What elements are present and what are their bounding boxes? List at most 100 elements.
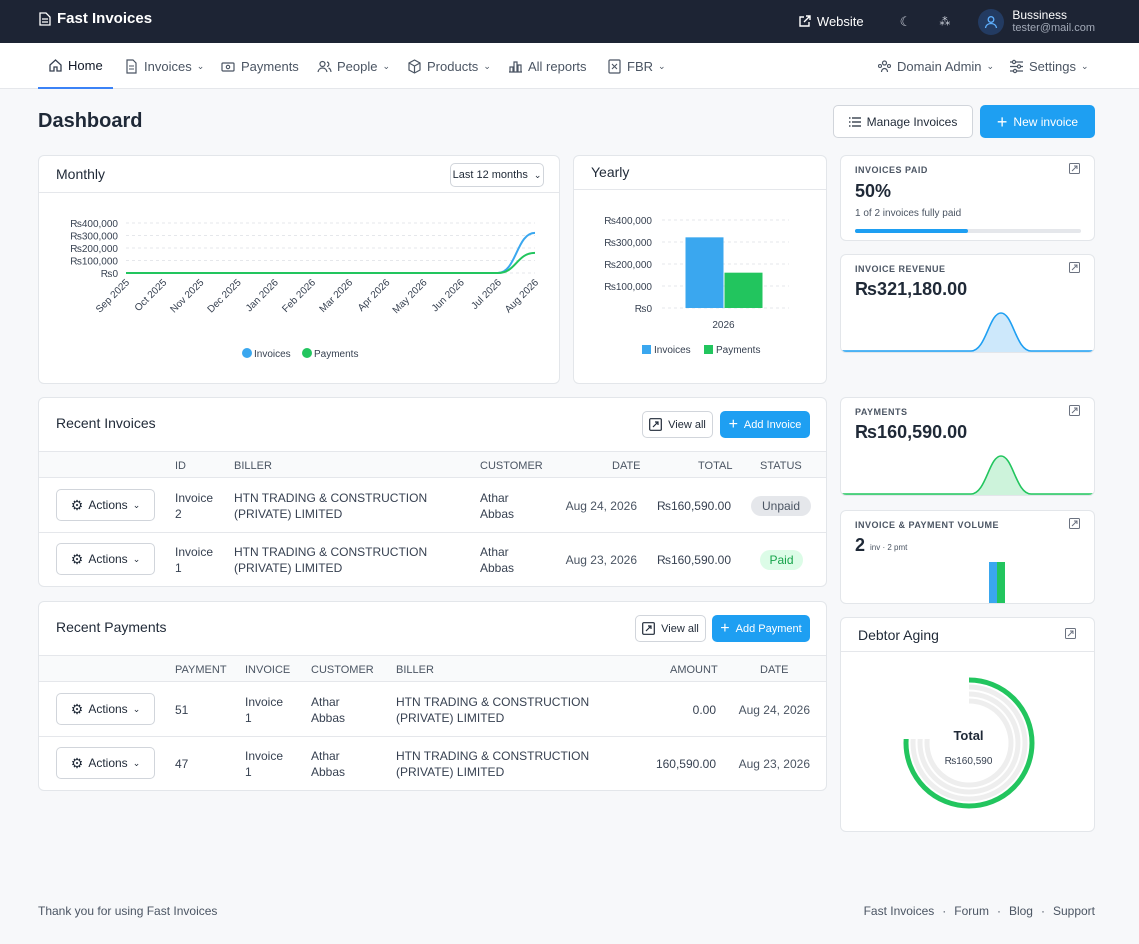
expand-icon[interactable]	[1065, 628, 1076, 639]
invoice-id-line2: 1	[175, 561, 182, 575]
view-all-invoices-button[interactable]: View all	[642, 411, 713, 438]
chevron-down-icon: ⌄	[196, 60, 205, 71]
customer: Athar Abbas	[311, 694, 345, 726]
new-invoice-button[interactable]: + New invoice	[980, 105, 1095, 138]
nav-domain-admin[interactable]: Domain Admin ⌄	[877, 43, 994, 89]
col-id: ID	[175, 460, 186, 472]
app-brand[interactable]: Fast Invoices	[39, 10, 152, 27]
actions-label: Actions	[88, 756, 128, 770]
payment-invoice[interactable]: Invoice 1	[245, 748, 283, 780]
document-icon	[39, 11, 51, 26]
view-all-payments-button[interactable]: View all	[635, 615, 706, 642]
footer-link-blog[interactable]: Blog	[1008, 904, 1033, 918]
payment-invoice[interactable]: Invoice 1	[245, 694, 283, 726]
table-row: ⚙ Actions ⌄ Invoice 1 HTN TRADING & CONSTRU…	[39, 533, 826, 586]
actions-button[interactable]: ⚙ Actions ⌄	[56, 543, 155, 575]
x-tick-label: Mar 2026	[318, 277, 356, 315]
manage-invoices-button[interactable]: Manage Invoices	[833, 105, 973, 138]
series-line-invoices	[125, 231, 536, 274]
invoice-id[interactable]: Invoice 1	[175, 544, 213, 576]
invoice-id[interactable]: Invoice 2	[175, 490, 213, 522]
separator: ·	[942, 904, 947, 918]
payment-amount: 0.00	[692, 703, 716, 717]
nav-settings[interactable]: Settings ⌄	[1009, 43, 1089, 89]
y-tick-label: ₨200,000	[604, 260, 652, 271]
nav-all-reports[interactable]: All reports	[508, 43, 587, 89]
nav-people[interactable]: People ⌄	[317, 43, 390, 89]
nav-payments[interactable]: Payments	[221, 43, 299, 89]
customer-line2: Abbas	[480, 561, 515, 575]
biller: HTN TRADING & CONSTRUCTION (PRIVATE) LIMI…	[396, 694, 589, 726]
chevron-down-icon: ⌄	[1080, 60, 1089, 71]
table-row: ⚙ Actions ⌄ 51 Invoice 1 Athar Abbas HTN TRA…	[39, 683, 826, 737]
y-tick-label: ₨400,000	[604, 216, 652, 227]
col-status: STATUS	[760, 460, 802, 472]
nav-invoices[interactable]: Invoices ⌄	[124, 43, 204, 89]
col-amount: AMOUNT	[670, 664, 718, 676]
customer-line1: Athar	[480, 491, 509, 505]
actions-button[interactable]: ⚙ Actions ⌄	[56, 489, 155, 521]
biller-line2: (PRIVATE) LIMITED	[234, 507, 343, 521]
nav-home[interactable]: Home	[38, 43, 113, 89]
add-invoice-button[interactable]: + Add Invoice	[720, 411, 810, 438]
translate-icon[interactable]: ⁂	[939, 16, 951, 28]
progress-fill	[855, 229, 968, 233]
bar-payments	[724, 272, 763, 308]
table-row: ⚙ Actions ⌄ 47 Invoice 1 Athar Abbas HTN TRA…	[39, 737, 826, 790]
moon-icon[interactable]: ☾	[899, 13, 912, 29]
footer-link-fast-invoices[interactable]: Fast Invoices	[863, 904, 935, 918]
footer-link-forum[interactable]: Forum	[954, 904, 989, 918]
plus-icon: +	[996, 111, 1008, 132]
status-badge: Unpaid	[751, 496, 811, 516]
nav-fbr[interactable]: FBR ⌄	[607, 43, 666, 89]
actions-button[interactable]: ⚙ Actions ⌄	[56, 747, 155, 779]
debtor-center-value: ₨160,590	[944, 756, 993, 767]
nav-domain-admin-label: Domain Admin	[897, 58, 982, 74]
col-payment: PAYMENT	[175, 664, 227, 676]
payment-invoice-line1: Invoice	[245, 695, 284, 709]
x-tick-label: Dec 2025	[206, 277, 244, 315]
payment-id[interactable]: 51	[175, 703, 189, 717]
invoice-id-line1: Invoice	[175, 545, 214, 559]
range-select-value: Last 12 months	[452, 169, 528, 181]
payment-id[interactable]: 47	[175, 757, 189, 771]
expand-icon[interactable]	[1069, 405, 1080, 416]
recent-invoices-card: Recent Invoices View all + Add Invoice I…	[38, 397, 827, 587]
user-email: tester@mail.com	[1012, 21, 1095, 34]
avatar	[978, 8, 1005, 35]
x-tick-label: Jul 2026	[469, 277, 504, 312]
expand-icon[interactable]	[1069, 518, 1080, 529]
chevron-down-icon: ⌄	[132, 703, 141, 714]
home-icon	[49, 58, 62, 72]
invoice-total: ₨160,590.00	[656, 499, 731, 513]
x-tick-label: 2026	[712, 320, 735, 331]
payment-amount: 160,590.00	[655, 757, 716, 771]
yearly-chart-card: Yearly ₨400,000 ₨300,000 ₨200,000 ₨100,000 ₨…	[573, 155, 827, 384]
chevron-down-icon: ⌄	[132, 499, 141, 510]
expand-icon[interactable]	[1069, 262, 1080, 273]
add-payment-label: Add Payment	[735, 622, 802, 635]
nav-settings-label: Settings	[1029, 58, 1076, 74]
nav-products[interactable]: Products ⌄	[407, 43, 491, 89]
x-tick-label: Jan 2026	[244, 277, 281, 314]
x-tick-label: May 2026	[391, 277, 430, 316]
range-select[interactable]: Last 12 months ⌄	[450, 163, 544, 187]
expand-icon[interactable]	[1069, 163, 1080, 174]
nav-all-reports-label: All reports	[528, 58, 587, 74]
divider	[39, 192, 559, 193]
x-tick-label: Feb 2026	[280, 277, 318, 315]
col-date: DATE	[760, 664, 789, 676]
nav-home-label: Home	[68, 57, 103, 73]
footer-link-support[interactable]: Support	[1052, 904, 1095, 918]
y-tick-label: ₨400,000	[70, 219, 118, 230]
legend-marker	[242, 348, 252, 358]
biller: HTN TRADING & CONSTRUCTION (PRIVATE) LIMI…	[396, 748, 589, 780]
add-payment-button[interactable]: + Add Payment	[712, 615, 810, 642]
biller-line1: HTN TRADING & CONSTRUCTION	[234, 545, 428, 559]
user-menu[interactable]: Bussiness tester@mail.com	[978, 8, 1095, 35]
nav-people-label: People	[337, 58, 378, 74]
chevron-down-icon: ⌄	[382, 60, 391, 71]
website-link[interactable]: Website	[798, 14, 864, 29]
biller-line1: HTN TRADING & CONSTRUCTION	[396, 749, 590, 763]
actions-button[interactable]: ⚙ Actions ⌄	[56, 693, 155, 725]
